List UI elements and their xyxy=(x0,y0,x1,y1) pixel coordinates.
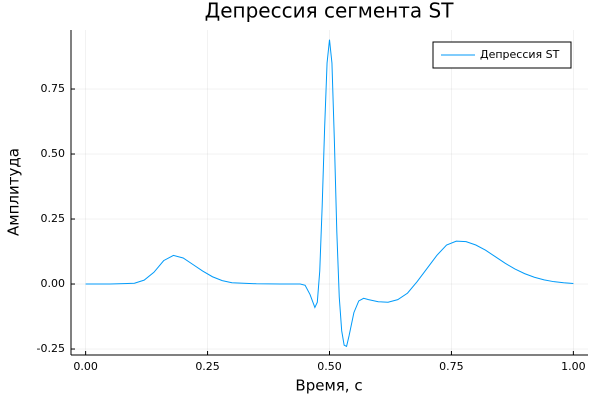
x-tick-label: 0.75 xyxy=(439,360,464,373)
x-tick-label: 0.25 xyxy=(195,360,220,373)
x-tick-label: 0.50 xyxy=(317,360,342,373)
x-tick-label: 0.00 xyxy=(73,360,98,373)
y-tick-label: 0.25 xyxy=(41,212,66,225)
data-line xyxy=(85,39,574,348)
x-tick-label: 1.00 xyxy=(561,360,586,373)
y-tick-label: 0.00 xyxy=(41,277,66,290)
legend-label: Депрессия ST xyxy=(480,48,560,61)
y-axis-label: Амплитуда xyxy=(5,148,23,236)
chart-title: Депрессия сегмента ST xyxy=(205,0,455,23)
y-tick-label: 0.75 xyxy=(41,82,66,95)
y-tick-label: 0.50 xyxy=(41,147,66,160)
x-axis-label: Время, с xyxy=(295,377,362,395)
y-tick-label: -0.25 xyxy=(37,342,65,355)
